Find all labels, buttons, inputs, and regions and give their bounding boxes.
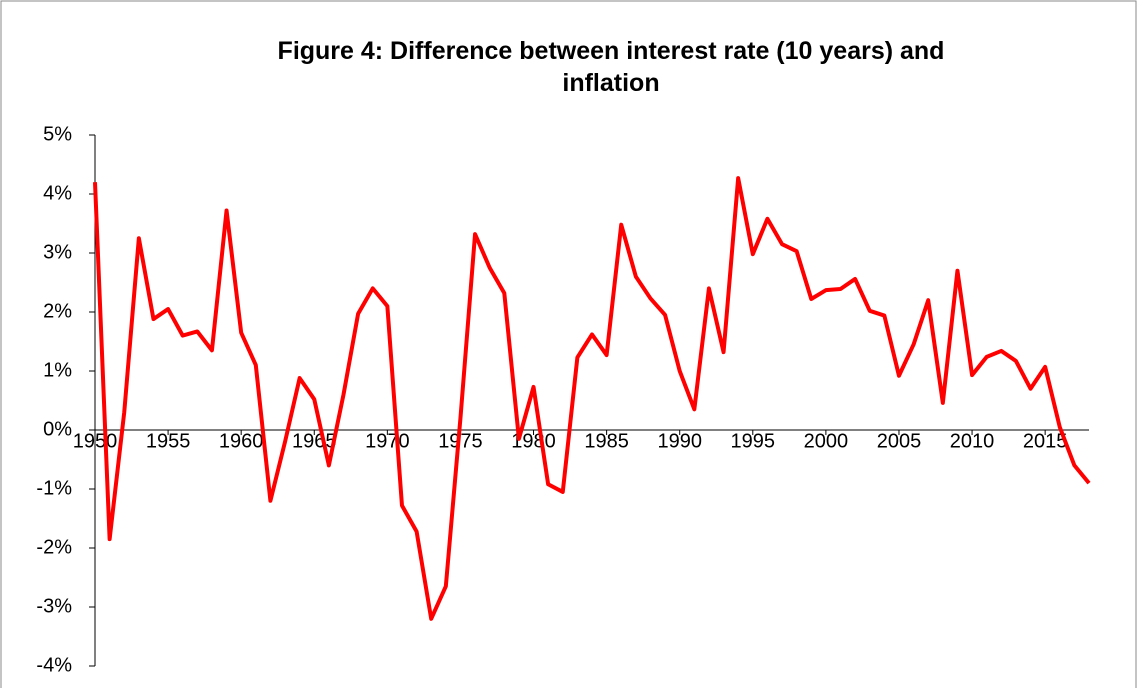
x-tick-label: 1985 — [584, 430, 629, 452]
x-tick-label: 2005 — [877, 430, 922, 452]
y-tick-label: 0% — [43, 418, 72, 440]
y-tick-label: 3% — [43, 241, 72, 263]
x-tick-label: 1970 — [365, 430, 410, 452]
y-tick-label: -1% — [36, 477, 72, 499]
x-tick-label: 1980 — [511, 430, 556, 452]
x-tick-label: 1950 — [73, 430, 118, 452]
x-tick-label: 1955 — [146, 430, 191, 452]
y-tick-label: 5% — [43, 123, 72, 145]
x-tick-label: 1990 — [657, 430, 702, 452]
x-tick-label: 2000 — [804, 430, 849, 452]
x-tick-label: 2010 — [950, 430, 995, 452]
y-tick-label: 1% — [43, 359, 72, 381]
y-tick-label: -3% — [36, 595, 72, 617]
x-tick-label: 1960 — [219, 430, 264, 452]
x-tick-label: 1995 — [731, 430, 776, 452]
y-tick-label: -2% — [36, 536, 72, 558]
chart-title: Figure 4: Difference between interest ra… — [278, 37, 945, 97]
y-tick-label: -4% — [36, 654, 72, 676]
x-tick-label: 2015 — [1023, 430, 1068, 452]
x-tick-label: 1965 — [292, 430, 337, 452]
y-tick-label: 2% — [43, 300, 72, 322]
line-series — [93, 176, 1091, 621]
y-tick-label: 4% — [43, 182, 72, 204]
